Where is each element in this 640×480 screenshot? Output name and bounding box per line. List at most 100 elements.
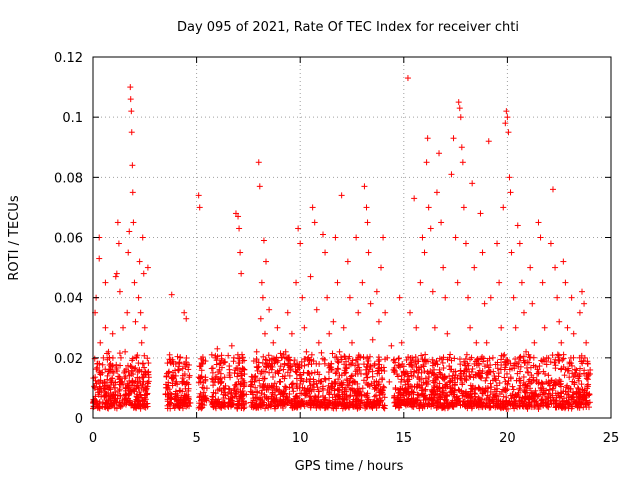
data-point	[141, 364, 148, 371]
data-point	[197, 390, 204, 397]
data-point	[144, 355, 151, 362]
data-point	[234, 401, 241, 408]
data-point	[338, 356, 345, 363]
data-point	[293, 369, 300, 376]
data-point	[217, 360, 224, 367]
data-point	[209, 393, 216, 400]
data-point	[145, 360, 152, 367]
data-point	[116, 387, 123, 394]
y-tick-label: 0.04	[54, 292, 83, 307]
data-point	[319, 392, 326, 399]
data-point	[119, 402, 126, 409]
data-point	[215, 401, 222, 408]
data-point	[135, 360, 142, 367]
data-point	[228, 403, 235, 410]
data-point	[225, 391, 232, 398]
data-point	[131, 365, 138, 372]
data-point	[108, 392, 115, 399]
data-point	[334, 365, 341, 372]
data-point	[113, 405, 120, 412]
data-point	[208, 351, 215, 358]
data-point	[166, 386, 173, 393]
data-point	[122, 391, 129, 398]
data-point	[271, 380, 278, 387]
data-point	[122, 373, 129, 380]
data-point	[113, 361, 120, 368]
data-point	[116, 350, 123, 357]
data-point	[98, 393, 105, 400]
data-point	[298, 390, 305, 397]
data-point	[133, 402, 140, 409]
data-point	[92, 401, 99, 408]
data-point	[225, 352, 232, 359]
data-point	[309, 384, 316, 391]
data-point	[111, 397, 118, 404]
data-point	[173, 394, 180, 401]
data-point	[248, 373, 255, 380]
data-marks	[90, 75, 594, 412]
data-point	[265, 352, 272, 359]
data-point	[140, 373, 147, 380]
data-point	[139, 374, 146, 381]
chart-title: Day 095 of 2021, Rate Of TEC Index for r…	[177, 20, 519, 35]
data-point	[208, 365, 215, 372]
y-tick-label: 0.12	[54, 51, 83, 66]
data-point	[181, 371, 188, 378]
data-point	[199, 384, 206, 391]
data-point	[221, 358, 228, 365]
data-point	[347, 392, 354, 399]
data-point	[172, 360, 179, 367]
data-point	[116, 399, 123, 406]
data-point	[196, 400, 203, 407]
data-point	[174, 353, 181, 360]
data-point	[173, 378, 180, 385]
data-point	[236, 355, 243, 362]
data-point	[208, 375, 215, 382]
data-point	[228, 397, 235, 404]
data-point	[225, 385, 232, 392]
data-point	[141, 404, 148, 411]
y-axis-label: ROTI / TECUs	[7, 195, 22, 280]
data-point	[106, 362, 113, 369]
data-point	[369, 368, 376, 375]
data-point	[221, 399, 228, 406]
data-point	[241, 404, 248, 411]
data-point	[129, 355, 136, 362]
data-point	[117, 362, 124, 369]
data-point	[196, 363, 203, 370]
data-point	[186, 403, 193, 410]
data-point	[187, 399, 194, 406]
data-point	[114, 392, 121, 399]
data-point	[322, 376, 329, 383]
data-point	[201, 394, 208, 401]
data-point	[341, 353, 348, 360]
data-point	[145, 374, 152, 381]
data-point	[179, 405, 186, 412]
data-point	[121, 396, 128, 403]
data-point	[132, 364, 139, 371]
data-point	[197, 375, 204, 382]
data-point	[236, 401, 243, 408]
y-tick-label: 0.1	[62, 111, 83, 126]
x-tick-label: 0	[89, 431, 97, 446]
data-point	[209, 401, 216, 408]
data-point	[218, 352, 225, 359]
data-point	[216, 360, 223, 367]
data-point	[332, 370, 339, 377]
data-point	[181, 396, 188, 403]
data-point	[105, 386, 112, 393]
data-point	[232, 367, 239, 374]
data-point	[208, 398, 215, 405]
data-point	[221, 374, 228, 381]
data-point	[134, 369, 141, 376]
data-point	[141, 352, 148, 359]
data-point	[165, 401, 172, 408]
data-point	[354, 356, 361, 363]
x-tick-label: 15	[396, 431, 413, 446]
data-point	[224, 402, 231, 409]
data-point	[169, 369, 176, 376]
data-point	[164, 370, 171, 377]
data-point	[137, 405, 144, 412]
data-point	[167, 390, 174, 397]
